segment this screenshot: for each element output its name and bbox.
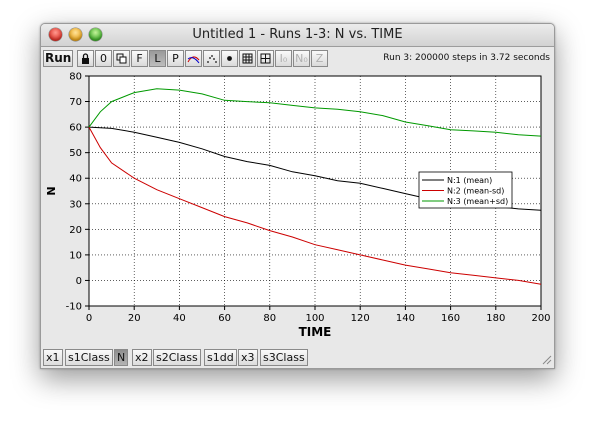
s3class-button[interactable]: s3Class <box>260 349 308 366</box>
x3-button[interactable]: x3 <box>238 349 258 366</box>
series-line-2 <box>88 126 542 285</box>
y-tick-label: 30 <box>69 199 82 210</box>
crosshair-icon[interactable] <box>257 50 274 67</box>
y-tick-label: 70 <box>69 97 82 108</box>
x-tick-label: 40 <box>173 313 186 324</box>
x-axis-label: TIME <box>299 325 332 339</box>
x-tick-label: 60 <box>218 313 231 324</box>
i0-button[interactable]: I₀ <box>275 50 292 67</box>
y-tick-label: 80 <box>69 72 82 83</box>
x-tick-label: 0 <box>86 313 92 324</box>
y-tick-label: 40 <box>69 174 82 185</box>
y-tick-label: 60 <box>69 123 82 134</box>
curves-icon[interactable] <box>185 50 202 67</box>
y-tick-label: 0 <box>76 276 82 287</box>
x-tick-label: 120 <box>351 313 370 324</box>
bottom-bar: x1 s1Class N x2 s2Class s1dd x3 s3Class <box>41 347 554 367</box>
z-button[interactable]: Z <box>311 50 328 67</box>
legend-label: N:3 (mean+sd) <box>447 197 508 206</box>
n0-button[interactable]: N₀ <box>293 50 310 67</box>
y-tick-label: 10 <box>69 250 82 261</box>
x-tick-label: 80 <box>263 313 276 324</box>
point-icon[interactable] <box>221 50 238 67</box>
f-button[interactable]: F <box>131 50 148 67</box>
series-line-3 <box>88 88 542 137</box>
lock-icon[interactable] <box>77 50 94 67</box>
run-status: Run 3: 200000 steps in 3.72 seconds <box>383 53 550 63</box>
dots-icon[interactable] <box>203 50 220 67</box>
grid-icon[interactable] <box>239 50 256 67</box>
p-button[interactable]: P <box>167 50 184 67</box>
x2-button[interactable]: x2 <box>132 349 152 366</box>
resize-grip-icon[interactable] <box>540 353 552 365</box>
window-title: Untitled 1 - Runs 1-3: N vs. TIME <box>192 27 403 42</box>
minimize-icon[interactable] <box>69 28 82 41</box>
run-button[interactable]: Run <box>43 50 73 67</box>
close-icon[interactable] <box>49 28 62 41</box>
s1dd-button[interactable]: s1dd <box>204 349 237 366</box>
copy-icon[interactable] <box>113 50 130 67</box>
legend: N:1 (mean) N:2 (mean-sd)N:3 (mean+sd) <box>418 171 513 209</box>
line-chart[interactable]: 0 20 40 60 80 100 120 140 160 180 200 -10 0 10 20 30 40 5… <box>41 70 554 347</box>
x-tick-label: 100 <box>305 313 324 324</box>
legend-label: N:1 (mean) <box>447 176 492 185</box>
x-tick-label: 140 <box>396 313 415 324</box>
x-tick-label: 180 <box>486 313 505 324</box>
n-button[interactable]: N <box>114 349 129 366</box>
toolbar: Run 0 F L P I₀ N₀ Z Run 3: 200000 steps … <box>41 48 554 70</box>
y-tick-label: -10 <box>66 302 82 313</box>
legend-label: N:2 (mean-sd) <box>447 187 504 196</box>
x-tick-label: 20 <box>128 313 141 324</box>
s2class-button[interactable]: s2Class <box>153 349 201 366</box>
plot-window: Untitled 1 - Runs 1-3: N vs. TIME Run 0 … <box>40 23 555 369</box>
l-button[interactable]: L <box>149 50 166 67</box>
title-bar[interactable]: Untitled 1 - Runs 1-3: N vs. TIME <box>41 24 554 47</box>
x-tick-label: 160 <box>441 313 460 324</box>
zero-button[interactable]: 0 <box>95 50 112 67</box>
y-tick-label: 50 <box>69 148 82 159</box>
y-axis-label: N <box>45 186 58 195</box>
x1-button[interactable]: x1 <box>43 349 63 366</box>
y-tick-label: 20 <box>69 225 82 236</box>
x-tick-label: 200 <box>531 313 550 324</box>
zoom-icon[interactable] <box>89 28 102 41</box>
s1class-button[interactable]: s1Class <box>65 349 113 366</box>
